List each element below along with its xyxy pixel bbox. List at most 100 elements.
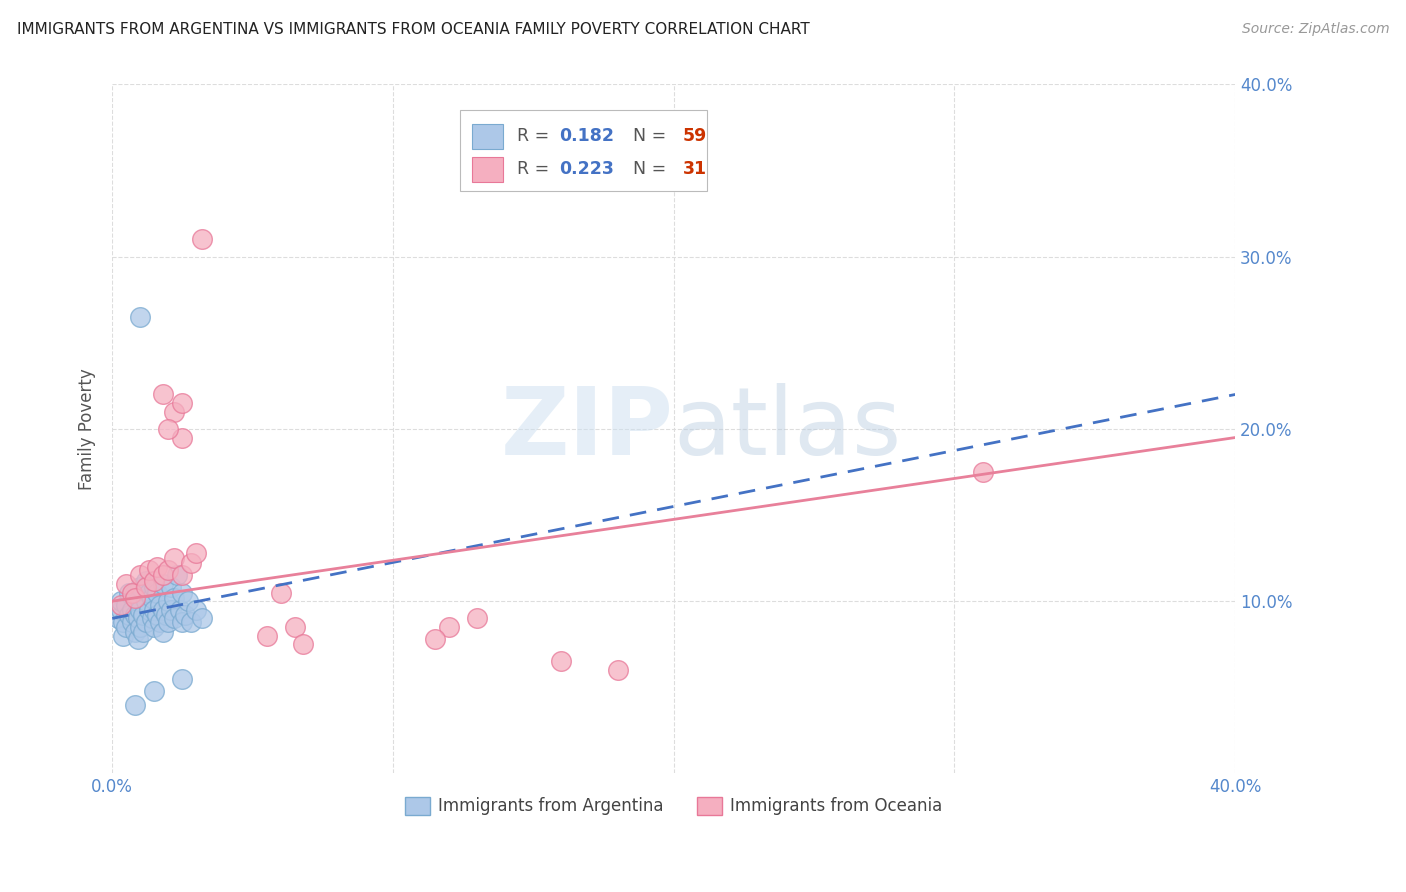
Point bbox=[163, 591, 186, 605]
Point bbox=[127, 594, 149, 608]
Point bbox=[606, 663, 628, 677]
Point bbox=[129, 603, 152, 617]
Point bbox=[146, 585, 169, 599]
Point bbox=[127, 632, 149, 646]
Point bbox=[172, 568, 194, 582]
Point bbox=[146, 607, 169, 622]
Point bbox=[112, 615, 135, 629]
Point bbox=[121, 603, 143, 617]
Point bbox=[138, 603, 160, 617]
Point bbox=[115, 598, 138, 612]
Point bbox=[423, 632, 446, 646]
Point bbox=[110, 603, 132, 617]
Text: R =: R = bbox=[516, 128, 554, 145]
Point bbox=[152, 625, 174, 640]
Point bbox=[152, 577, 174, 591]
Point bbox=[124, 607, 146, 622]
Point bbox=[141, 591, 163, 605]
Point bbox=[155, 607, 177, 622]
Point bbox=[172, 672, 194, 686]
Point bbox=[118, 585, 141, 599]
Point bbox=[172, 431, 194, 445]
Point bbox=[115, 577, 138, 591]
Point bbox=[124, 591, 146, 605]
Point bbox=[152, 568, 174, 582]
Point bbox=[107, 611, 129, 625]
Text: ZIP: ZIP bbox=[501, 383, 673, 475]
Point bbox=[172, 585, 194, 599]
Point bbox=[163, 611, 186, 625]
Point bbox=[143, 603, 166, 617]
Point bbox=[143, 574, 166, 588]
Point bbox=[135, 615, 157, 629]
Point bbox=[143, 683, 166, 698]
Point bbox=[191, 232, 214, 246]
Text: N =: N = bbox=[621, 161, 672, 178]
Point bbox=[124, 585, 146, 599]
Point bbox=[141, 611, 163, 625]
Point bbox=[256, 629, 278, 643]
Point bbox=[149, 615, 172, 629]
Point bbox=[174, 607, 197, 622]
Point bbox=[186, 603, 208, 617]
Text: 59: 59 bbox=[683, 128, 707, 145]
Point bbox=[180, 556, 202, 570]
Point bbox=[112, 629, 135, 643]
Point bbox=[121, 615, 143, 629]
Text: 31: 31 bbox=[683, 161, 707, 178]
Point bbox=[124, 625, 146, 640]
Text: IMMIGRANTS FROM ARGENTINA VS IMMIGRANTS FROM OCEANIA FAMILY POVERTY CORRELATION : IMMIGRANTS FROM ARGENTINA VS IMMIGRANTS … bbox=[17, 22, 810, 37]
FancyBboxPatch shape bbox=[471, 124, 503, 148]
Point bbox=[163, 551, 186, 566]
Point bbox=[132, 607, 155, 622]
Point bbox=[129, 581, 152, 595]
Point bbox=[143, 581, 166, 595]
Point bbox=[191, 611, 214, 625]
Text: 0.223: 0.223 bbox=[560, 161, 614, 178]
Point bbox=[129, 620, 152, 634]
Point bbox=[172, 615, 194, 629]
Point bbox=[177, 594, 200, 608]
Text: atlas: atlas bbox=[673, 383, 903, 475]
Point bbox=[138, 563, 160, 577]
Point bbox=[110, 594, 132, 608]
Y-axis label: Family Poverty: Family Poverty bbox=[79, 368, 96, 490]
Point bbox=[169, 603, 191, 617]
Point bbox=[124, 698, 146, 712]
Point bbox=[146, 559, 169, 574]
Point bbox=[138, 585, 160, 599]
Text: N =: N = bbox=[621, 128, 672, 145]
Point bbox=[550, 655, 572, 669]
Point bbox=[292, 637, 315, 651]
Point bbox=[110, 598, 132, 612]
Point bbox=[132, 625, 155, 640]
Point bbox=[115, 620, 138, 634]
Point bbox=[166, 568, 188, 582]
Point bbox=[180, 615, 202, 629]
Point bbox=[186, 546, 208, 560]
Point bbox=[163, 405, 186, 419]
Point bbox=[135, 574, 157, 588]
Legend: Immigrants from Argentina, Immigrants from Oceania: Immigrants from Argentina, Immigrants fr… bbox=[396, 789, 950, 823]
Point bbox=[135, 594, 157, 608]
Point bbox=[129, 568, 152, 582]
Point bbox=[135, 581, 157, 595]
Text: R =: R = bbox=[516, 161, 554, 178]
Point bbox=[143, 620, 166, 634]
Point bbox=[172, 396, 194, 410]
Point bbox=[972, 465, 994, 479]
Point bbox=[270, 585, 292, 599]
Point bbox=[157, 594, 180, 608]
Point bbox=[160, 581, 183, 595]
Point bbox=[127, 611, 149, 625]
Point bbox=[437, 620, 460, 634]
Text: Source: ZipAtlas.com: Source: ZipAtlas.com bbox=[1241, 22, 1389, 37]
Point bbox=[152, 603, 174, 617]
Point bbox=[160, 603, 183, 617]
Point bbox=[129, 310, 152, 324]
Point bbox=[157, 422, 180, 436]
Point bbox=[121, 585, 143, 599]
Point bbox=[118, 607, 141, 622]
FancyBboxPatch shape bbox=[471, 157, 503, 182]
Point bbox=[149, 598, 172, 612]
